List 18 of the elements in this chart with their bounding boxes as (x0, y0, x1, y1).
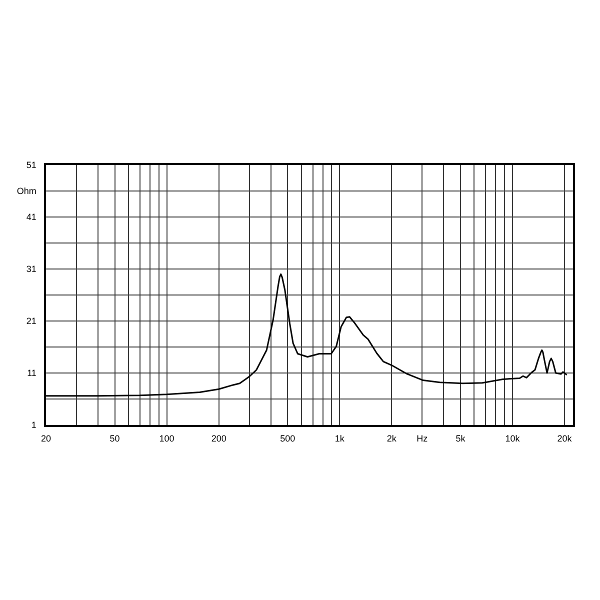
x-tick-label: 100 (159, 434, 174, 444)
x-tick-label: 50 (110, 434, 120, 444)
x-tick-label: 1k (334, 434, 345, 444)
y-tick-label: Ohm (16, 186, 36, 196)
x-tick-label: 500 (280, 434, 296, 444)
x-tick-label: Hz (416, 434, 428, 444)
y-tick-label: 1 (31, 420, 36, 430)
y-tick-label: 31 (26, 264, 36, 274)
x-tick-label: 2k (386, 434, 397, 444)
x-tick-label: 20k (557, 434, 572, 444)
y-tick-label: 41 (26, 212, 36, 222)
x-tick-label: 200 (211, 434, 226, 444)
y-tick-label: 51 (26, 160, 36, 170)
x-tick-label: 20 (40, 434, 52, 444)
x-tick-label: 10k (505, 434, 520, 444)
y-tick-label: 21 (26, 316, 36, 326)
x-tick-label: 5k (456, 434, 466, 444)
y-tick-label: 11 (27, 368, 36, 378)
